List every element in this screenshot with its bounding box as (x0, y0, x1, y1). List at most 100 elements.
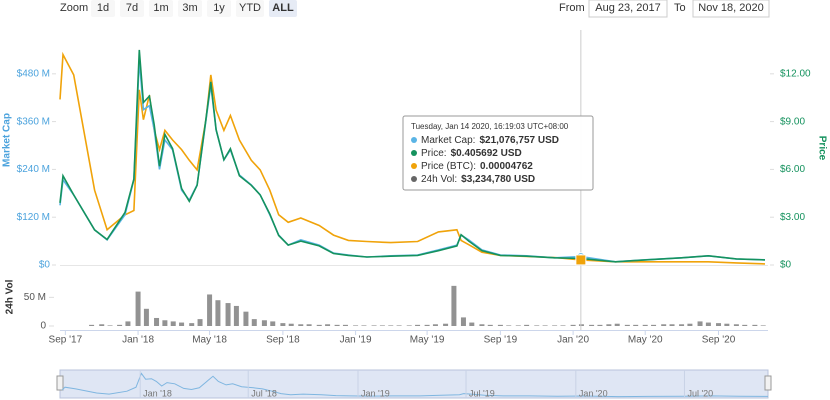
volume-bar (760, 325, 766, 326)
zoom-button-label[interactable]: 1y (213, 2, 225, 14)
volume-bar (479, 324, 485, 326)
volume-bar (261, 320, 267, 326)
volume-bar (742, 324, 748, 326)
zoom-button-label[interactable]: 1d (97, 2, 109, 14)
y2-axis-title: Price (816, 136, 827, 161)
volume-bar (316, 324, 322, 326)
volume-bar (642, 324, 648, 326)
volume-bar (589, 324, 595, 326)
volume-bar (752, 324, 758, 326)
from-input[interactable] (588, 0, 668, 18)
navigator-tick-label: Jan '18 (143, 388, 172, 398)
y-tick-label: $480 M (17, 68, 50, 79)
tooltip-value: 0.00004762 (480, 161, 533, 172)
volume-bar (298, 324, 304, 326)
x-tick-label: Sep '20 (702, 335, 736, 346)
zoom-button[interactable] (91, 0, 115, 17)
from-date[interactable]: Aug 23, 2017 (595, 2, 660, 14)
volume-tick-label: 50 M (24, 292, 46, 303)
volume-bar (560, 325, 566, 326)
volume-bar (406, 325, 412, 326)
to-input[interactable] (692, 0, 770, 18)
x-tick-label: May '19 (410, 335, 445, 346)
zoom-button[interactable] (178, 0, 202, 17)
navigator-handle[interactable] (764, 375, 772, 391)
y-axis-title: Market Cap (2, 113, 13, 167)
volume-bar (697, 321, 703, 326)
tooltip-value: $3,234,780 USD (461, 174, 535, 185)
volume-bar (506, 325, 512, 326)
navigator-tick-label: Jul '18 (251, 388, 277, 398)
volume-bar (552, 325, 558, 326)
volume-bar (716, 323, 722, 326)
volume-bar (270, 321, 276, 326)
tooltip-dot (411, 150, 417, 156)
to-date[interactable]: Nov 18, 2020 (698, 2, 763, 14)
tooltip-label: Price: (421, 148, 447, 159)
tooltip-row: Market Cap: $21,076,757 USD (421, 135, 559, 146)
tooltip-dot (411, 176, 417, 182)
volume-bar (170, 321, 176, 326)
navigator-tick-label: Jan '19 (361, 388, 390, 398)
y-tick-label: $360 M (17, 116, 50, 127)
volume-bar (570, 324, 576, 326)
volume-bar (143, 308, 149, 326)
volume-axis-title: 24h Vol (5, 279, 16, 314)
volume-bar (334, 324, 340, 326)
volume-bar (135, 291, 141, 326)
tooltip-value: $0.405692 USD (451, 148, 522, 159)
y2-tick-label: $12.00 (780, 68, 811, 79)
zoom-button-label[interactable]: 7d (126, 2, 138, 14)
zoom-button[interactable] (120, 0, 144, 17)
y2-tick-label: $9.00 (780, 116, 805, 127)
volume-bar (154, 317, 160, 326)
zoom-button[interactable] (269, 0, 297, 17)
x-tick-label: May '20 (628, 335, 663, 346)
volume-bar (371, 325, 377, 326)
tooltip-value: $21,076,757 USD (479, 135, 559, 146)
series-line (59, 49, 766, 263)
navigator-handle[interactable] (56, 375, 64, 391)
tooltip: Tuesday, Jan 14 2020, 16:19:03 UTC+08:00… (402, 115, 594, 191)
navigator[interactable] (59, 369, 769, 399)
volume-bar (451, 285, 457, 326)
tooltip-row: Price (BTC): 0.00004762 (421, 161, 533, 172)
volume-bar (179, 322, 185, 326)
zoom-button[interactable] (207, 0, 231, 17)
tooltip-row: 24h Vol: $3,234,780 USD (421, 174, 535, 185)
volume-bar (424, 324, 430, 326)
tooltip-dot (411, 163, 417, 169)
navigator-tick-label: Jul '19 (469, 388, 495, 398)
volume-bar (633, 324, 639, 326)
volume-bar (460, 317, 466, 326)
x-tick-label: Jan '18 (122, 335, 154, 346)
y-tick-label: $240 M (17, 164, 50, 175)
y2-tick-label: $6.00 (780, 164, 805, 175)
volume-bar (342, 324, 348, 326)
navigator-tick-label: Jan '20 (579, 388, 608, 398)
volume-bar (288, 323, 294, 326)
volume-bar (207, 294, 213, 326)
volume-tick-label: 0 (40, 321, 46, 332)
volume-bar (606, 324, 612, 326)
volume-bar (225, 303, 231, 326)
volume-bar (469, 322, 475, 326)
volume-bar (251, 319, 257, 326)
zoom-button[interactable] (149, 0, 173, 17)
volume-bar (396, 325, 402, 326)
zoom-button-label[interactable]: 1m (153, 2, 168, 14)
volume-bar (487, 324, 493, 326)
zoom-bar: 1d 7d 1m 3m 1y YTD ALL (91, 0, 297, 17)
zoom-button-label[interactable]: ALL (272, 2, 294, 14)
tooltip-row: Price: $0.405692 USD (421, 148, 522, 159)
zoom-button[interactable] (236, 0, 264, 17)
volume-bar (733, 324, 739, 326)
to-label: To (674, 2, 686, 14)
volume-bar (243, 311, 249, 326)
volume-bar (679, 324, 685, 326)
volume-bar (388, 325, 394, 326)
tooltip-box (402, 115, 594, 191)
volume-bar (724, 323, 730, 326)
zoom-button-label[interactable]: 3m (182, 2, 197, 14)
zoom-button-label[interactable]: YTD (239, 2, 261, 14)
